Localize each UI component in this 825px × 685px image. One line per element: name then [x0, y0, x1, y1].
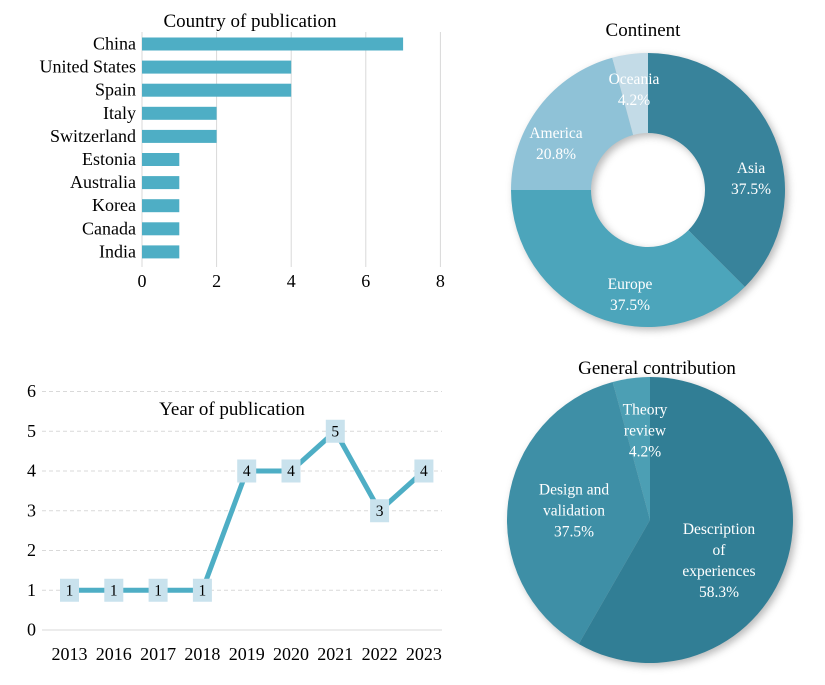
category-label-australia: Australia — [70, 172, 136, 192]
data-label-2020: 4 — [287, 463, 295, 480]
category-label-switzerland: Switzerland — [50, 126, 136, 146]
pie-label-design-and-validation: validation — [543, 503, 605, 520]
donut-label-america: 20.8% — [536, 146, 576, 163]
x-tick-label-2017: 2017 — [140, 644, 176, 664]
x-tick-label: 6 — [361, 271, 370, 291]
bar-spain — [142, 83, 292, 97]
pie-chart-plot: Description of experiences 58.3% Design and v… — [506, 377, 793, 663]
donut-chart-continent: Asia 37.5% Europe 37.5% America 20.8% Oceania 4… — [511, 20, 785, 328]
category-label-canada: Canada — [82, 218, 136, 238]
pie-slice-design-and-validation — [506, 381, 650, 644]
data-label-2017: 1 — [154, 582, 162, 599]
marker-2016 — [104, 578, 124, 602]
donut-slice-europe — [511, 190, 745, 328]
bar-china — [142, 37, 404, 51]
data-label-2018: 1 — [199, 582, 207, 599]
pie-chart-title: General contribution — [578, 358, 736, 379]
y-tick-label: 3 — [27, 500, 36, 520]
bar-australia — [142, 176, 180, 190]
donut-label-europe: 37.5% — [610, 297, 650, 314]
bar-india — [142, 245, 180, 259]
pie-label-design-and-validation: Design and — [539, 482, 609, 499]
data-label-2013: 1 — [66, 582, 74, 599]
pie-slice-theory-review — [612, 377, 650, 520]
x-tick-label-2021: 2021 — [317, 644, 353, 664]
x-tick-label: 4 — [287, 271, 296, 291]
donut-slices — [511, 53, 785, 328]
x-tick-label-2023: 2023 — [406, 644, 442, 664]
pie-label-description-of-experiences: experiences — [682, 563, 755, 580]
donut-label-oceania: 4.2% — [618, 92, 650, 109]
pie-label-theory-review: review — [624, 423, 667, 440]
donut-label-asia: Asia — [737, 160, 766, 177]
x-tick-label: 0 — [138, 271, 147, 291]
bar-estonia — [142, 153, 180, 166]
category-label-italy: Italy — [103, 103, 136, 123]
y-tick-label: 0 — [27, 620, 36, 640]
line-chart-year-of-publication: 0 1 2 3 4 5 6 1 1 1 1 4 4 5 3 4 2013 2016 2017 2018 2019 2020… — [27, 381, 442, 664]
x-tick-label-2013: 2013 — [52, 644, 88, 664]
category-label-united-states: United States — [40, 57, 137, 77]
x-tick-label: 2 — [212, 271, 221, 291]
bar-korea — [142, 199, 180, 213]
bar-italy — [142, 106, 217, 120]
category-label-estonia: Estonia — [82, 149, 136, 169]
pie-slices — [506, 377, 793, 663]
donut-label-europe: Europe — [608, 276, 653, 293]
x-tick-label-2018: 2018 — [184, 644, 220, 664]
donut-chart-plot: Asia 37.5% Europe 37.5% America 20.8% Oceania 4… — [511, 53, 785, 328]
bar-switzerland — [142, 129, 217, 143]
y-tick-label: 1 — [27, 580, 36, 600]
donut-label-america: America — [529, 125, 582, 142]
donut-chart-title: Continent — [606, 20, 682, 41]
marker-2013 — [60, 578, 79, 602]
line-chart-title: Year of publication — [159, 399, 305, 420]
marker-2022 — [370, 499, 390, 523]
pie-label-design-and-validation: 37.5% — [554, 524, 594, 541]
donut-label-oceania: Oceania — [609, 71, 660, 88]
pie-label-theory-review: Theory — [623, 402, 668, 419]
category-label-spain: Spain — [95, 80, 136, 100]
x-tick-label-2016: 2016 — [96, 644, 132, 664]
donut-slice-asia — [648, 53, 785, 287]
data-label-2019: 4 — [243, 463, 251, 480]
x-tick-label-2019: 2019 — [229, 644, 265, 664]
bar-chart-title: Country of publication — [163, 11, 337, 32]
donut-slice-america — [511, 57, 634, 191]
bar-chart-plot: 0 2 4 6 8 China United States Spain Italy Switzer… — [40, 32, 445, 291]
pie-label-description-of-experiences: Description — [683, 521, 756, 538]
pie-slice-description-of-experiences — [578, 377, 793, 663]
category-label-korea: Korea — [92, 195, 136, 215]
marker-2019 — [237, 459, 257, 483]
donut-label-asia: 37.5% — [731, 181, 771, 198]
x-tick-label-2020: 2020 — [273, 644, 309, 664]
y-tick-label: 2 — [27, 540, 36, 560]
x-tick-label-2022: 2022 — [362, 644, 398, 664]
data-label-2016: 1 — [110, 582, 118, 599]
marker-2020 — [281, 459, 301, 483]
bar-canada — [142, 222, 180, 236]
donut-slice-oceania — [612, 53, 648, 135]
category-label-india: India — [99, 241, 136, 261]
pie-label-theory-review: 4.2% — [629, 444, 661, 461]
y-tick-label: 5 — [27, 421, 36, 441]
marker-2018 — [192, 578, 212, 602]
data-label-2023: 4 — [420, 463, 428, 480]
pie-label-description-of-experiences: 58.3% — [699, 584, 739, 601]
line-chart-plot: 0 1 2 3 4 5 6 1 1 1 1 4 4 5 3 4 2013 2016 2017 2018 2019 2020… — [27, 381, 442, 664]
pie-chart-general-contribution: Description of experiences 58.3% Design and v… — [506, 358, 793, 663]
y-tick-label: 4 — [27, 461, 36, 481]
marker-2023 — [414, 459, 434, 483]
y-tick-label: 6 — [27, 381, 36, 401]
marker-2021 — [325, 419, 345, 443]
data-label-2021: 5 — [331, 423, 339, 440]
pie-label-description-of-experiences: of — [713, 542, 727, 559]
bar-united-states — [142, 60, 292, 74]
marker-2017 — [148, 578, 168, 602]
data-label-2022: 3 — [376, 503, 384, 520]
bar-chart-country-of-publication: 0 2 4 6 8 China United States Spain Italy Switzer… — [40, 11, 445, 291]
x-tick-label: 8 — [436, 271, 445, 291]
category-label-china: China — [93, 34, 136, 54]
